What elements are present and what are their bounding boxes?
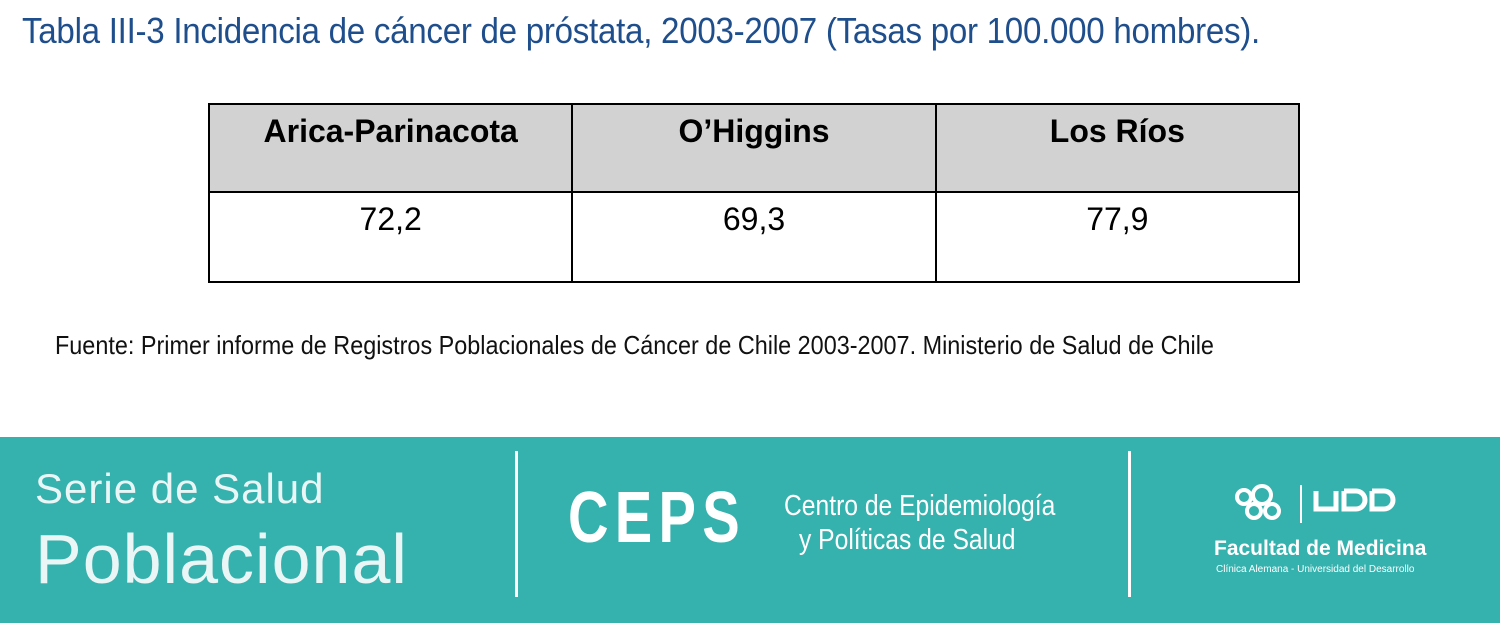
series-name-line2: Poblacional — [35, 520, 408, 598]
ceps-logo: CEPS — [568, 478, 746, 558]
value-ohiggins: 69,3 — [571, 191, 937, 283]
clinic-emblem-icon — [1235, 484, 1281, 520]
faculty-subtitle: Clínica Alemana - Universidad del Desarr… — [1216, 564, 1415, 575]
udd-wordmark-icon — [1313, 488, 1396, 512]
table-row: 72,2 69,3 77,9 — [207, 191, 1301, 283]
footer-banner: Serie de Salud Poblacional CEPS Centro d… — [0, 437, 1500, 623]
value-los-rios: 77,9 — [934, 191, 1301, 283]
footer-divider — [1128, 451, 1131, 597]
ceps-name: Centro de Epidemiología y Políticas de S… — [784, 489, 1056, 557]
incidence-table: Arica-Parinacota O’Higgins Los Ríos 72,2… — [207, 103, 1301, 283]
series-name-line1: Serie de Salud — [35, 465, 325, 512]
faculty-name: Facultad de Medicina — [1214, 537, 1427, 560]
footer-divider — [515, 451, 518, 597]
ceps-name-line2: y Políticas de Salud — [798, 524, 1016, 556]
header-los-rios: Los Ríos — [934, 103, 1301, 193]
source-note: Fuente: Primer informe de Registros Pobl… — [55, 330, 1214, 360]
value-arica-parinacota: 72,2 — [207, 191, 574, 283]
ceps-name-line1: Centro de Epidemiología — [784, 490, 1056, 522]
header-arica-parinacota: Arica-Parinacota — [207, 103, 574, 193]
udd-logo — [1235, 484, 1396, 523]
page-title: Tabla III-3 Incidencia de cáncer de prós… — [22, 10, 1260, 51]
table-header-row: Arica-Parinacota O’Higgins Los Ríos — [207, 103, 1301, 193]
header-ohiggins: O’Higgins — [571, 103, 937, 193]
